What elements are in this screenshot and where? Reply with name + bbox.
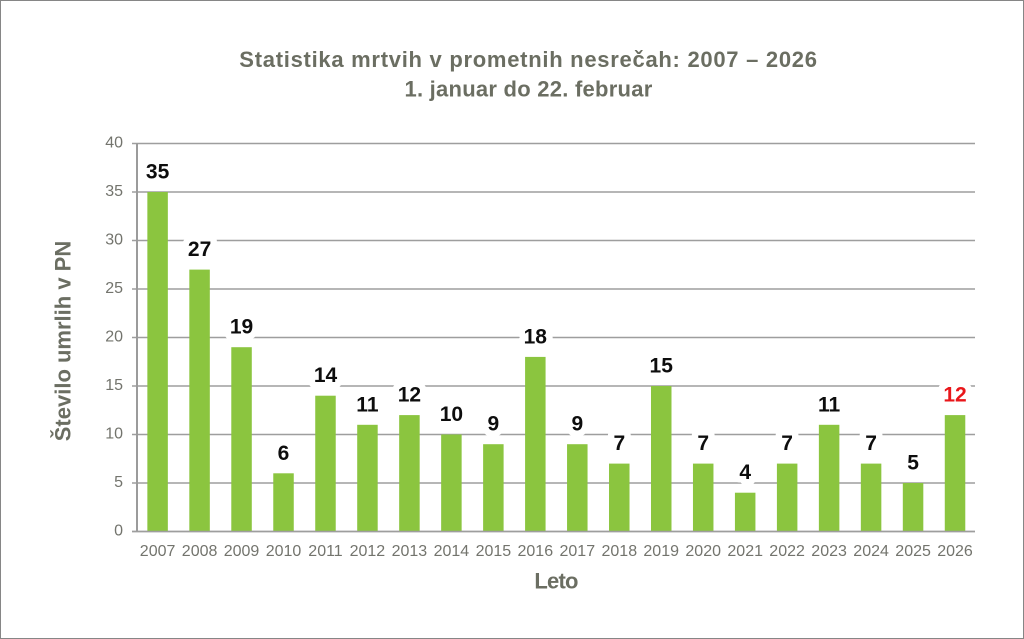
svg-text:2025: 2025 — [895, 543, 931, 560]
svg-text:2009: 2009 — [224, 543, 260, 560]
svg-text:2011: 2011 — [308, 543, 343, 560]
svg-text:2008: 2008 — [182, 543, 218, 560]
svg-text:25: 25 — [105, 280, 123, 297]
svg-text:11: 11 — [818, 393, 841, 416]
svg-text:2007: 2007 — [140, 543, 176, 560]
svg-text:10: 10 — [105, 426, 123, 443]
svg-text:2017: 2017 — [560, 543, 596, 560]
svg-text:7: 7 — [697, 432, 709, 455]
svg-text:Število umrlih v PN: Število umrlih v PN — [51, 241, 76, 442]
svg-text:2026: 2026 — [937, 543, 973, 560]
svg-text:14: 14 — [314, 364, 338, 387]
svg-text:0: 0 — [114, 523, 123, 540]
svg-text:7: 7 — [865, 432, 877, 455]
svg-text:1. januar do 22. februar: 1. januar do 22. februar — [404, 77, 652, 102]
svg-text:12: 12 — [398, 384, 421, 407]
svg-text:20: 20 — [105, 329, 123, 346]
svg-text:2013: 2013 — [392, 543, 428, 560]
svg-text:2020: 2020 — [685, 543, 721, 560]
svg-text:2023: 2023 — [811, 543, 847, 560]
svg-text:2024: 2024 — [853, 543, 889, 560]
svg-text:18: 18 — [524, 325, 548, 348]
svg-text:11: 11 — [356, 393, 379, 416]
svg-text:2019: 2019 — [643, 543, 679, 560]
svg-text:35: 35 — [105, 183, 123, 200]
svg-text:2016: 2016 — [518, 543, 554, 560]
svg-text:2018: 2018 — [602, 543, 638, 560]
svg-text:2022: 2022 — [769, 543, 805, 560]
svg-text:35: 35 — [146, 161, 170, 184]
svg-text:5: 5 — [907, 452, 919, 475]
svg-text:2015: 2015 — [476, 543, 512, 560]
svg-text:7: 7 — [781, 432, 793, 455]
svg-text:10: 10 — [440, 403, 463, 426]
svg-text:19: 19 — [230, 316, 253, 339]
svg-text:30: 30 — [105, 232, 123, 249]
svg-text:2021: 2021 — [727, 543, 763, 560]
svg-text:2012: 2012 — [350, 543, 386, 560]
svg-text:7: 7 — [613, 432, 625, 455]
svg-text:Statistika mrtvih v prometnih: Statistika mrtvih v prometnih nesrečah: … — [239, 47, 817, 72]
svg-text:27: 27 — [188, 238, 211, 261]
svg-text:40: 40 — [105, 135, 123, 152]
svg-text:15: 15 — [650, 355, 674, 378]
svg-text:2014: 2014 — [434, 543, 470, 560]
svg-text:15: 15 — [105, 377, 123, 394]
svg-text:2010: 2010 — [266, 543, 302, 560]
svg-text:5: 5 — [114, 474, 123, 491]
svg-text:9: 9 — [571, 413, 583, 436]
svg-text:4: 4 — [739, 461, 751, 484]
svg-text:6: 6 — [278, 442, 290, 465]
svg-text:12: 12 — [943, 384, 966, 407]
svg-text:Leto: Leto — [534, 569, 578, 594]
svg-text:9: 9 — [488, 413, 500, 436]
